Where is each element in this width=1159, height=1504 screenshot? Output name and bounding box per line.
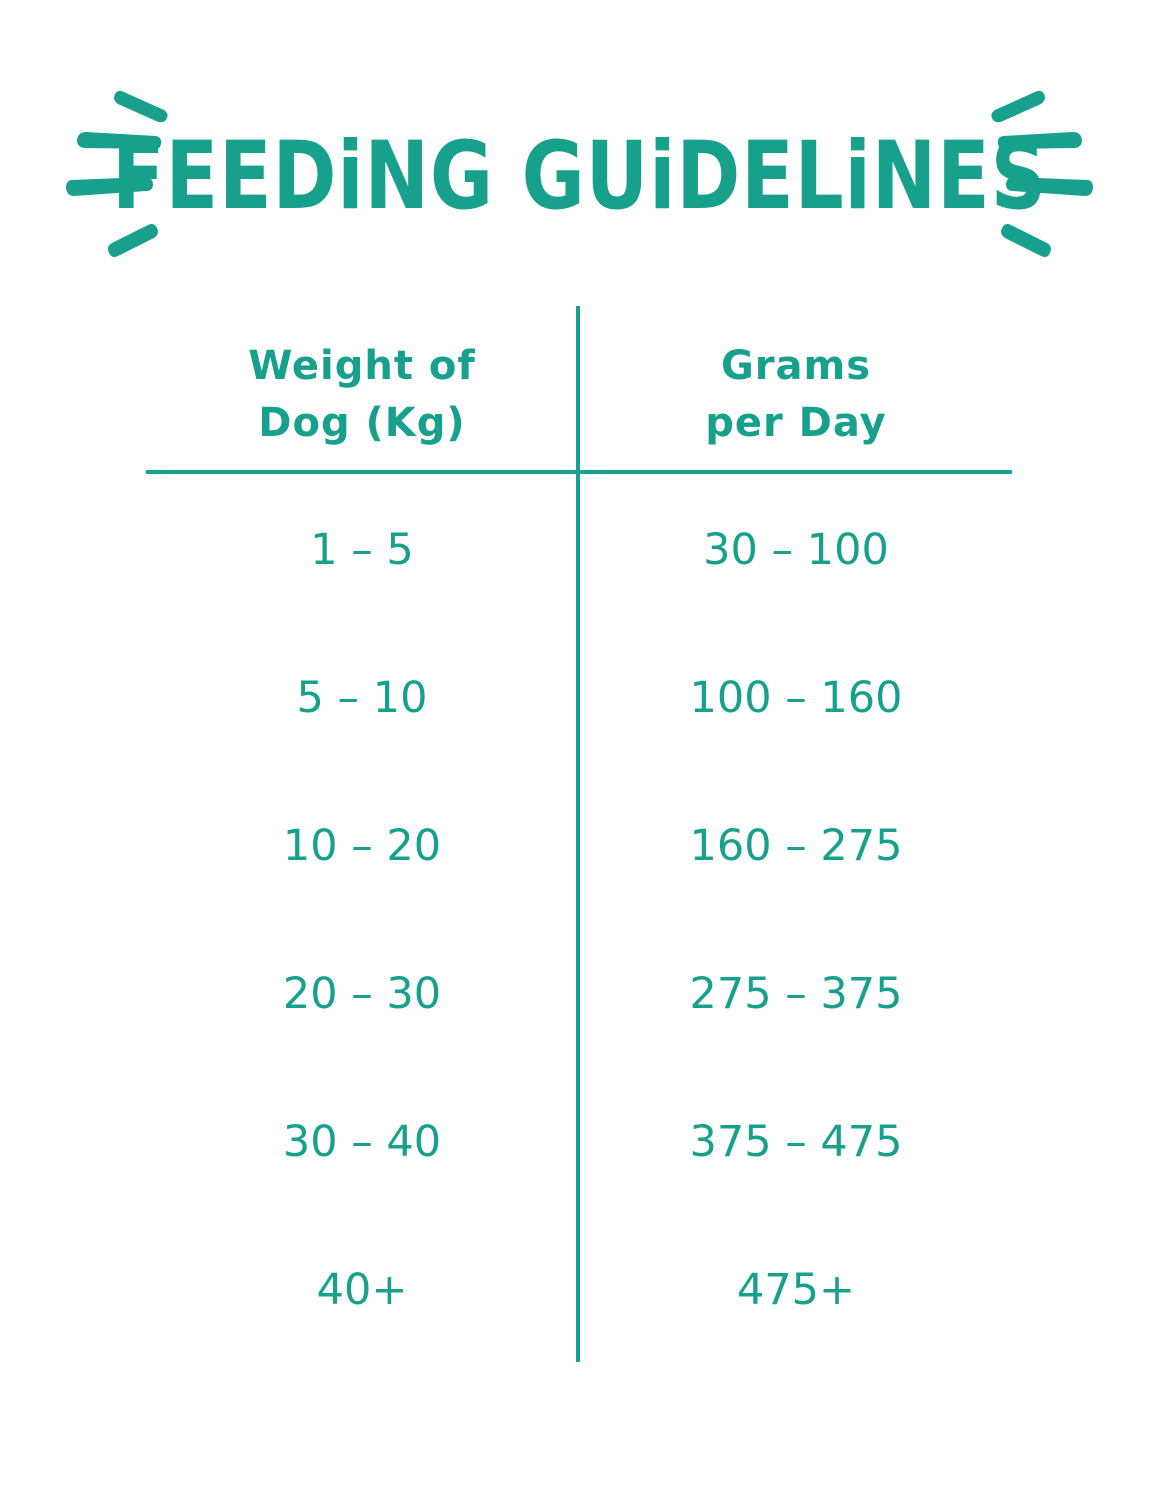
grams-cell: 100 – 160 [689,673,903,723]
weight-cell: 30 – 40 [282,1117,442,1167]
left-burst-icon [66,90,168,257]
grams-cell: 275 – 375 [689,969,903,1019]
header-weight-line1: Weight of [248,343,476,389]
column-divider [576,306,580,1362]
table-row: 40+ 475+ [146,1250,1012,1330]
title-area: FEEDiNG GUiDELiNES [0,80,1159,270]
grams-cell: 375 – 475 [689,1117,903,1167]
header-grams: Grams per Day [580,338,1012,452]
page-title: FEEDiNG GUiDELiNES [112,122,1047,231]
header-weight: Weight of Dog (Kg) [146,338,578,452]
table-row: 1 – 5 30 – 100 [146,510,1012,590]
header-grams-line2: per Day [705,400,887,446]
header-weight-line2: Dog (Kg) [258,400,466,446]
header-divider [146,470,1012,474]
feeding-table: Weight of Dog (Kg) Grams per Day 1 – 5 3… [146,306,1012,1362]
table-row: 20 – 30 275 – 375 [146,954,1012,1034]
grams-cell: 475+ [736,1265,856,1315]
table-row: 10 – 20 160 – 275 [146,806,1012,886]
weight-cell: 10 – 20 [282,821,442,871]
grams-cell: 30 – 100 [703,525,889,575]
weight-cell: 40+ [316,1265,408,1315]
weight-cell: 20 – 30 [282,969,442,1019]
weight-cell: 5 – 10 [296,673,428,723]
table-row: 5 – 10 100 – 160 [146,658,1012,738]
right-burst-icon [991,90,1093,257]
grams-cell: 160 – 275 [689,821,903,871]
header-grams-line1: Grams [720,343,872,389]
weight-cell: 1 – 5 [310,525,414,575]
table-row: 30 – 40 375 – 475 [146,1102,1012,1182]
